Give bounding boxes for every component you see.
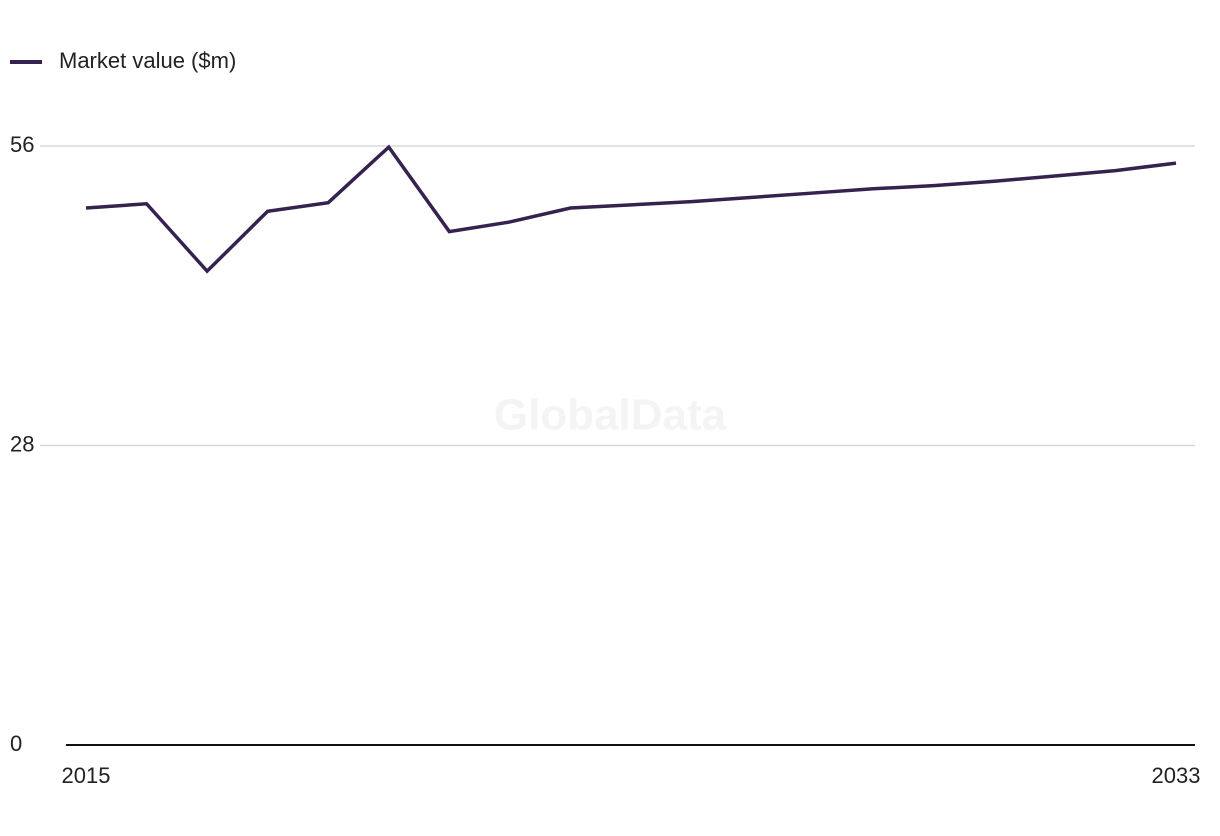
x-tick-label: 2015 xyxy=(62,763,111,788)
x-tick-label: 2033 xyxy=(1152,763,1201,788)
legend-label: Market value ($m) xyxy=(59,48,236,73)
watermark: GlobalData xyxy=(494,391,727,440)
y-tick-label: 28 xyxy=(10,431,34,456)
series-line xyxy=(85,144,1177,274)
y-tick-label: 56 xyxy=(10,132,34,157)
y-tick-label: 0 xyxy=(10,731,22,756)
